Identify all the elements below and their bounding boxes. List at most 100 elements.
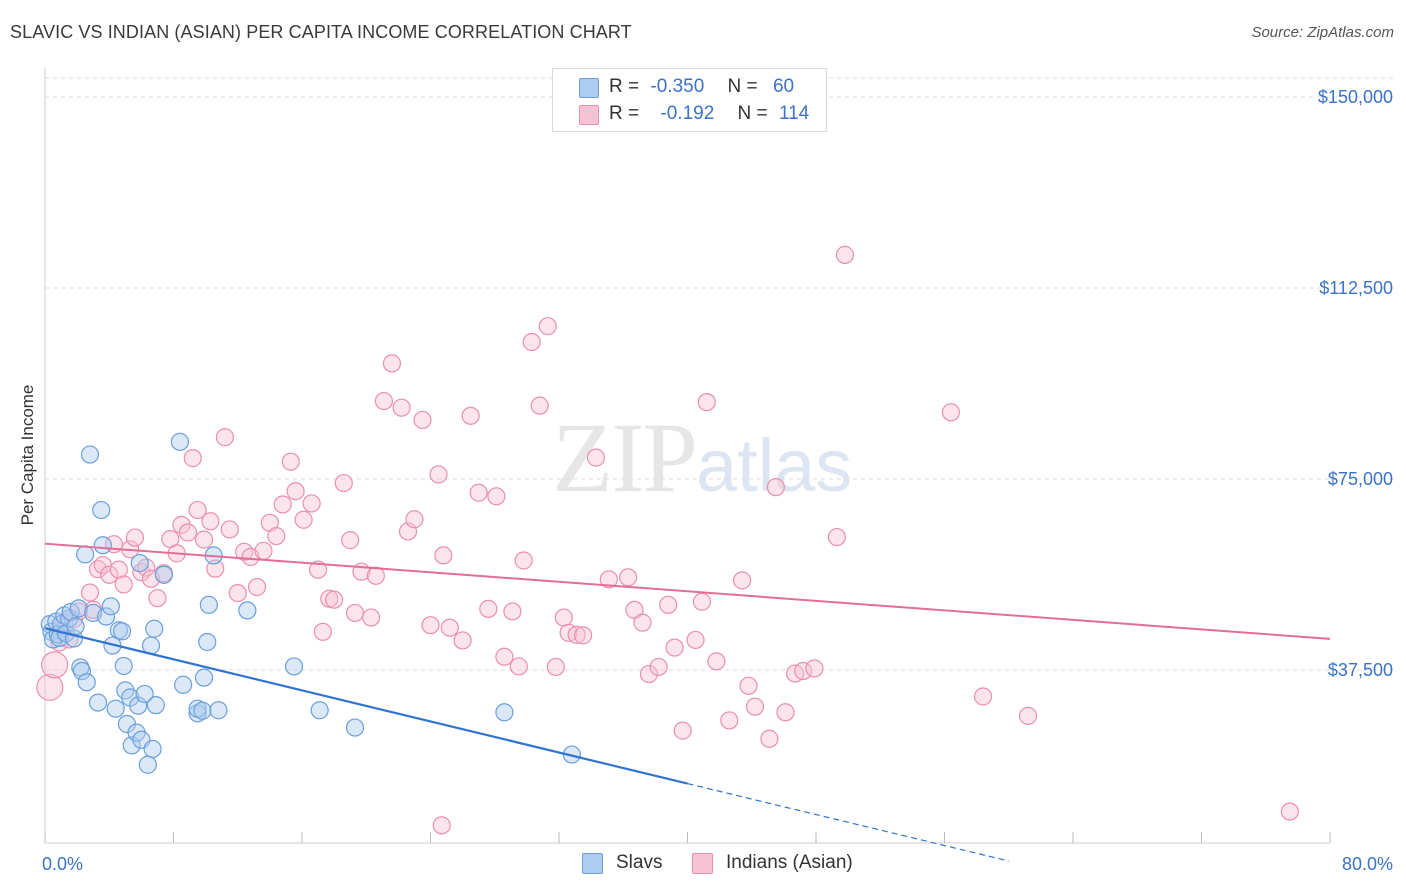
slavs-point — [69, 599, 88, 618]
y-tick-label: $150,000 — [1318, 87, 1393, 107]
slavs-point — [88, 693, 108, 712]
slavs-point — [80, 445, 100, 464]
slavs-point — [106, 699, 125, 718]
slavs-point — [170, 432, 190, 451]
slavs-point — [92, 500, 111, 520]
indians-point — [1018, 706, 1038, 725]
slavs-point — [96, 607, 116, 626]
indians-point — [805, 659, 824, 678]
indians-point — [554, 608, 573, 627]
slavs-point — [188, 704, 207, 723]
indians-point — [686, 630, 705, 650]
indians-point — [215, 428, 234, 447]
indians-point — [114, 575, 133, 594]
indians-point — [567, 625, 586, 644]
x-tick-label-max: 80.0% — [1342, 854, 1393, 874]
indians-point — [220, 520, 239, 539]
indians-point — [487, 487, 506, 506]
indians-point — [573, 626, 593, 645]
indians-point — [973, 687, 993, 706]
indians-point — [469, 483, 488, 502]
indians-point — [183, 449, 202, 468]
slavs-point — [143, 739, 162, 759]
slavs-point — [199, 595, 218, 614]
indians-point — [479, 599, 498, 618]
indians-point — [461, 406, 480, 425]
watermark: ZIPatlas — [552, 400, 852, 515]
indians-swatch — [579, 105, 599, 125]
indians-point — [794, 661, 813, 681]
r-label: R = — [609, 103, 640, 124]
indians-point — [382, 354, 402, 373]
indians-point — [720, 711, 739, 730]
indians-point — [509, 657, 528, 676]
indians-point — [835, 245, 855, 264]
slavs-point — [114, 656, 133, 676]
indians-point — [313, 622, 332, 641]
n-label: N = — [727, 76, 758, 97]
watermark-zip: ZIP — [552, 402, 698, 513]
indians-point — [766, 478, 785, 497]
slavs-trend-extrapolation — [687, 782, 1009, 862]
indians-point — [745, 697, 765, 716]
indians-point — [618, 568, 638, 587]
slavs-point — [135, 684, 154, 704]
indians-point — [434, 546, 453, 565]
indians-legend-swatch — [692, 853, 713, 874]
slavs-point — [77, 673, 96, 692]
r-value-slavs: -0.350 — [650, 76, 705, 97]
indians-point — [522, 332, 541, 352]
slavs-point — [174, 675, 193, 694]
indians-point — [692, 592, 712, 611]
indians-point — [586, 448, 606, 467]
y-tick-label: $112,500 — [1319, 278, 1393, 298]
r-value-indians: -0.192 — [660, 103, 715, 124]
indians-point — [100, 565, 119, 584]
indians-point — [733, 571, 752, 590]
indians-point — [254, 541, 273, 560]
indians-point — [366, 566, 385, 585]
indians-point — [341, 531, 360, 550]
indians-point — [325, 590, 344, 609]
indians-point — [334, 473, 353, 493]
y-tick-label: $37,500 — [1328, 660, 1393, 680]
indians-point — [538, 317, 557, 336]
indians-point — [514, 551, 533, 570]
indians-point — [148, 589, 167, 608]
indians-point — [80, 583, 100, 602]
indians-point — [546, 657, 565, 677]
slavs-point — [238, 601, 257, 620]
indians-point — [599, 570, 618, 589]
slavs-point — [284, 657, 304, 676]
slavs-point — [209, 701, 228, 720]
indians-point — [941, 403, 961, 422]
indians-point — [392, 398, 411, 417]
slavs-point — [495, 703, 514, 722]
indians-point — [633, 613, 652, 632]
indians-point — [281, 452, 300, 471]
indians-point — [503, 602, 522, 621]
indians-point — [665, 638, 684, 657]
slavs-point — [154, 565, 173, 584]
r-label: R = — [609, 76, 640, 97]
slavs-swatch — [579, 78, 599, 98]
indians-point — [172, 515, 191, 534]
indians-point — [374, 391, 394, 411]
slavs-point — [66, 617, 85, 636]
slavs-point — [101, 597, 120, 616]
indians-point — [308, 560, 328, 579]
y-axis-label: Per Capita Income — [18, 384, 37, 526]
indians-point — [440, 618, 459, 637]
indians-point — [361, 608, 381, 627]
indians-point — [649, 657, 668, 677]
legend-label-slavs: Slavs — [616, 852, 663, 873]
slavs-legend-swatch — [582, 853, 603, 874]
slavs-point — [193, 701, 212, 720]
indians-point — [247, 577, 267, 597]
indians-point — [760, 729, 779, 748]
indians-point — [659, 595, 678, 614]
source-label: Source: ZipAtlas.com — [1251, 24, 1394, 41]
indians-point — [432, 816, 451, 835]
watermark-atlas: atlas — [696, 424, 853, 507]
